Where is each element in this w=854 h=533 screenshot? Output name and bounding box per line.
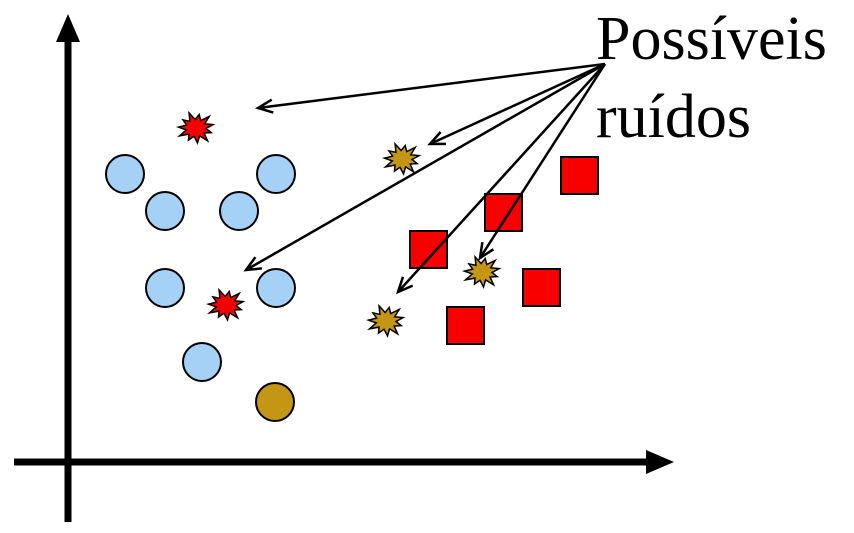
noise-burst [461, 254, 502, 289]
class-b-points [409, 156, 599, 345]
annotation-arrowhead [243, 256, 263, 272]
noise-burst [365, 303, 406, 338]
square-point [522, 268, 561, 307]
annotation-line2: ruídos [596, 83, 751, 151]
circle-point [182, 342, 222, 382]
annotation-arrow-line [429, 62, 606, 146]
annotation-arrow-line [257, 62, 606, 110]
class-a-points [105, 154, 296, 382]
square-point [560, 156, 599, 195]
annotation-arrowhead [478, 242, 495, 261]
annotation-arrowhead [427, 131, 447, 146]
circle-point [256, 154, 296, 194]
annotation-arrowhead [254, 98, 274, 114]
annotation-arrow-line [397, 63, 606, 293]
annotation-arrow-line [245, 62, 606, 272]
y-axis-arrowhead [56, 14, 80, 42]
circle-point [105, 154, 145, 194]
noise-burst [381, 141, 422, 176]
axes [14, 14, 674, 522]
circle-point [219, 191, 259, 231]
square-point [409, 230, 448, 269]
annotation-line1: Possíveis [596, 5, 827, 73]
circle-point [145, 268, 185, 308]
noise-burst [175, 110, 216, 145]
x-axis-arrowhead [646, 450, 674, 474]
square-point [446, 306, 485, 345]
annotation-arrow-line [478, 63, 607, 259]
noise-bursts [175, 110, 502, 338]
noise-circle-point [255, 382, 295, 422]
noise-burst [205, 287, 246, 322]
annotation-arrowhead [395, 276, 414, 295]
annotation-arrows [243, 62, 607, 295]
circle-point [145, 191, 185, 231]
circle-point [256, 268, 296, 308]
